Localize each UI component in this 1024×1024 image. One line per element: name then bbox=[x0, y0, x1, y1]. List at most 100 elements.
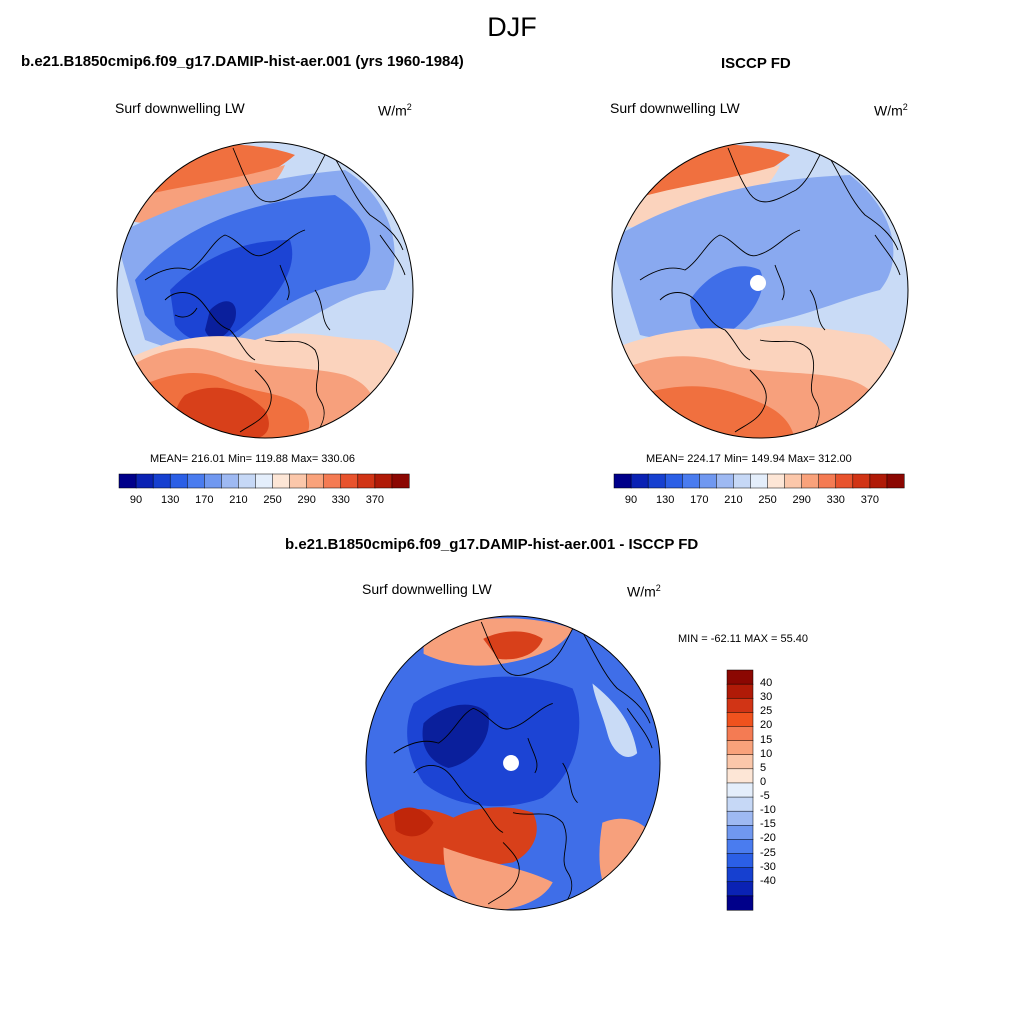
obs-colorbar bbox=[613, 473, 905, 489]
model-panel-title: b.e21.B1850cmip6.f09_g17.DAMIP-hist-aer.… bbox=[21, 53, 464, 70]
field-navy-region bbox=[422, 704, 489, 768]
colorbar-swatch bbox=[726, 782, 754, 798]
field-pale-blue-east bbox=[592, 683, 638, 757]
colorbar-swatch bbox=[726, 853, 754, 869]
colorbar-swatch bbox=[357, 473, 376, 489]
colorbar-swatch bbox=[647, 473, 666, 489]
field-red-north bbox=[483, 631, 543, 660]
colorbar-tick-label: 210 bbox=[724, 494, 743, 506]
colorbar-swatch bbox=[630, 473, 649, 489]
obs-polar-map bbox=[611, 141, 909, 439]
colorbar-swatch bbox=[323, 473, 342, 489]
map-boundary-circle bbox=[611, 141, 909, 439]
colorbar-swatch bbox=[221, 473, 239, 489]
colorbar-swatch bbox=[699, 473, 717, 489]
colorbar-swatch bbox=[750, 473, 769, 489]
field-pale-red-southeast bbox=[599, 818, 658, 903]
model-coastlines bbox=[144, 147, 406, 438]
polar-missing-data-hole bbox=[503, 755, 519, 771]
map-boundary-circle bbox=[116, 141, 414, 439]
colorbar-swatch bbox=[204, 473, 222, 489]
colorbar-swatch bbox=[726, 810, 754, 826]
colorbar-tick-label: 10 bbox=[760, 747, 773, 760]
colorbar-swatch bbox=[289, 473, 308, 489]
colorbar-swatch bbox=[726, 825, 754, 840]
polar-missing-data-hole bbox=[750, 275, 766, 291]
colorbar-swatch bbox=[726, 740, 754, 756]
diff-units-label: W/m2 bbox=[627, 583, 661, 600]
field-light-blue-region bbox=[612, 175, 894, 341]
colorbar-swatch bbox=[835, 473, 854, 489]
colorbar-swatch bbox=[374, 473, 393, 489]
colorbar-swatch bbox=[186, 473, 205, 489]
colorbar-swatch bbox=[726, 712, 754, 728]
obs-coastlines bbox=[639, 147, 901, 438]
colorbar-tick-label: 130 bbox=[160, 494, 180, 506]
colorbar-tick-label: -20 bbox=[760, 832, 776, 845]
colorbar-swatch bbox=[664, 473, 683, 489]
colorbar-tick-label: 15 bbox=[760, 733, 773, 746]
colorbar-tick-label: 250 bbox=[758, 494, 777, 506]
field-pale-red-region bbox=[125, 165, 285, 224]
model-units-label: W/m2 bbox=[378, 102, 412, 119]
colorbar-tick-label: -5 bbox=[760, 790, 770, 803]
colorbar-swatch bbox=[818, 473, 837, 489]
colorbar-swatch bbox=[852, 473, 871, 489]
colorbar-swatch bbox=[767, 473, 786, 489]
colorbar-tick-label: 370 bbox=[860, 494, 880, 506]
colorbar-tick-label: 250 bbox=[263, 494, 282, 506]
colorbar-tick-label: 130 bbox=[655, 494, 675, 506]
diff-polar-map bbox=[365, 615, 661, 911]
colorbar-swatch bbox=[733, 473, 752, 489]
obs-units-label: W/m2 bbox=[874, 102, 908, 119]
colorbar-swatch bbox=[152, 473, 171, 489]
colorbar-tick-label: 30 bbox=[760, 691, 773, 704]
colorbar-swatch bbox=[238, 473, 257, 489]
colorbar-swatch bbox=[613, 473, 632, 489]
colorbar-swatch bbox=[784, 473, 803, 489]
model-variable-label: Surf downwelling LW bbox=[115, 100, 245, 116]
colorbar-tick-label: 170 bbox=[690, 494, 709, 506]
colorbar-tick-label: 210 bbox=[229, 494, 248, 506]
colorbar-swatch bbox=[726, 754, 754, 770]
colorbar-tick-label: 370 bbox=[365, 494, 385, 506]
model-colorbar bbox=[118, 473, 410, 489]
colorbar-tick-label: 20 bbox=[760, 719, 773, 732]
colorbar-tick-label: -25 bbox=[760, 846, 776, 859]
field-deep-blue-region bbox=[170, 240, 293, 342]
colorbar-tick-label: 90 bbox=[624, 494, 638, 506]
colorbar-swatch bbox=[681, 473, 700, 489]
colorbar-tick-label: 5 bbox=[760, 761, 767, 774]
diff-panel-title: b.e21.B1850cmip6.f09_g17.DAMIP-hist-aer.… bbox=[285, 536, 699, 553]
colorbar-tick-label: 40 bbox=[760, 677, 773, 690]
colorbar-tick-label: -40 bbox=[760, 874, 776, 887]
colorbar-swatch bbox=[306, 473, 325, 489]
colorbar-swatch bbox=[135, 473, 154, 489]
colorbar-tick-label: 330 bbox=[331, 494, 350, 506]
figure-title: DJF bbox=[487, 12, 537, 42]
field-dark-red-south bbox=[393, 807, 434, 837]
colorbar-swatch bbox=[726, 697, 754, 713]
colorbar-tick-label: -15 bbox=[760, 818, 776, 831]
colorbar-tick-label: 90 bbox=[129, 494, 143, 506]
colorbar-tick-label: 290 bbox=[297, 494, 316, 506]
model-polar-map bbox=[116, 141, 414, 439]
colorbar-swatch bbox=[272, 473, 291, 489]
colorbar-swatch bbox=[726, 796, 754, 812]
colorbar-swatch bbox=[340, 473, 359, 489]
obs-panel-title: ISCCP FD bbox=[721, 55, 791, 72]
colorbar-swatch bbox=[391, 473, 410, 489]
field-light-red-south bbox=[443, 847, 553, 911]
field-mid-blue-region bbox=[690, 266, 763, 336]
colorbar-tick-label: -30 bbox=[760, 860, 776, 873]
field-pale-red-region bbox=[620, 165, 780, 228]
diff-coastlines bbox=[393, 621, 653, 911]
colorbar-swatch bbox=[869, 473, 888, 489]
map-boundary-circle bbox=[365, 615, 661, 911]
colorbar-swatch bbox=[726, 839, 754, 855]
colorbar-swatch bbox=[726, 867, 754, 883]
colorbar-tick-label: 330 bbox=[826, 494, 845, 506]
colorbar-swatch bbox=[255, 473, 274, 489]
colorbar-tick-label: -10 bbox=[760, 804, 776, 817]
colorbar-swatch bbox=[726, 669, 754, 685]
